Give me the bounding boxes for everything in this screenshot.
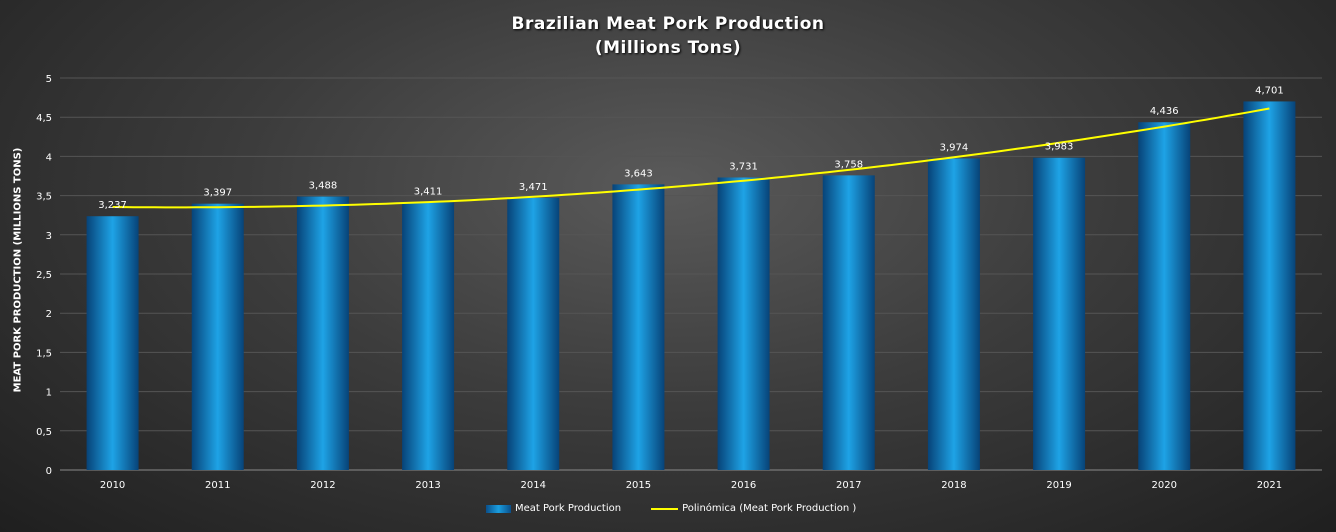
bar-2021 (1243, 101, 1296, 471)
legend-item-trendline: Polinómica (Meat Pork Production ) (651, 503, 856, 514)
data-label: 4,701 (1255, 85, 1284, 96)
y-tick-label: 2 (46, 309, 52, 320)
y-tick-label: 3,5 (36, 192, 52, 203)
data-label: 3,731 (729, 161, 758, 172)
x-tick-label: 2021 (1257, 480, 1282, 491)
y-tick-label: 1 (46, 388, 52, 399)
legend-item-bars: Meat Pork Production (486, 503, 621, 514)
x-tick-label: 2019 (1046, 480, 1071, 491)
bar-2010 (86, 216, 139, 470)
bar-2020 (1138, 122, 1191, 471)
x-tick-label: 2017 (836, 480, 861, 491)
x-tick-label: 2016 (731, 480, 756, 491)
x-tick-label: 2018 (941, 480, 966, 491)
data-label: 3,411 (414, 187, 443, 198)
x-tick-label: 2011 (205, 480, 230, 491)
bar-2011 (191, 203, 244, 470)
legend-swatch-bar (486, 504, 511, 513)
legend: Meat Pork Production Polinómica (Meat Po… (486, 503, 856, 514)
trendline (112, 107, 1270, 209)
data-label: 3,397 (203, 188, 232, 199)
bar-2016 (717, 177, 770, 470)
chart-title: Brazilian Meat Pork Production (511, 14, 825, 34)
x-tick-label: 2012 (310, 480, 335, 491)
data-label: 3,974 (940, 142, 969, 153)
x-tick-label: 2020 (1152, 480, 1177, 491)
data-label: 3,643 (624, 168, 653, 179)
y-tick-label: 4,5 (36, 113, 52, 124)
x-tick-label: 2010 (100, 480, 125, 491)
y-tick-label: 5 (46, 74, 52, 85)
bar-2015 (612, 184, 665, 470)
data-label: 3,758 (834, 159, 863, 170)
bar-2017 (822, 175, 875, 470)
bar-2013 (402, 202, 455, 470)
x-tick-label: 2015 (626, 480, 651, 491)
legend-label-trendline: Polinómica (Meat Pork Production ) (682, 503, 857, 514)
chart-subtitle: (Millions Tons) (594, 38, 742, 58)
data-label: 3,983 (1045, 142, 1074, 153)
data-label: 4,436 (1150, 106, 1179, 117)
bar-2019 (1033, 157, 1086, 471)
y-tick-label: 3 (46, 231, 52, 242)
legend-label-bars: Meat Pork Production (515, 503, 622, 514)
y-tick-label: 1,5 (36, 348, 52, 359)
data-label: 3,237 (98, 200, 127, 211)
y-tick-label: 2,5 (36, 270, 52, 281)
data-label: 3,471 (519, 182, 548, 193)
x-tick-label: 2014 (521, 480, 546, 491)
bar-2014 (507, 197, 560, 470)
bar-2012 (296, 196, 349, 470)
y-tick-label: 0,5 (36, 427, 52, 438)
legend-swatch-line (651, 507, 679, 510)
data-label: 3,488 (309, 181, 338, 192)
x-tick-label: 2013 (415, 480, 440, 491)
y-tick-label: 4 (46, 152, 52, 163)
bar-2018 (927, 158, 980, 470)
y-tick-label: 0 (46, 466, 52, 477)
